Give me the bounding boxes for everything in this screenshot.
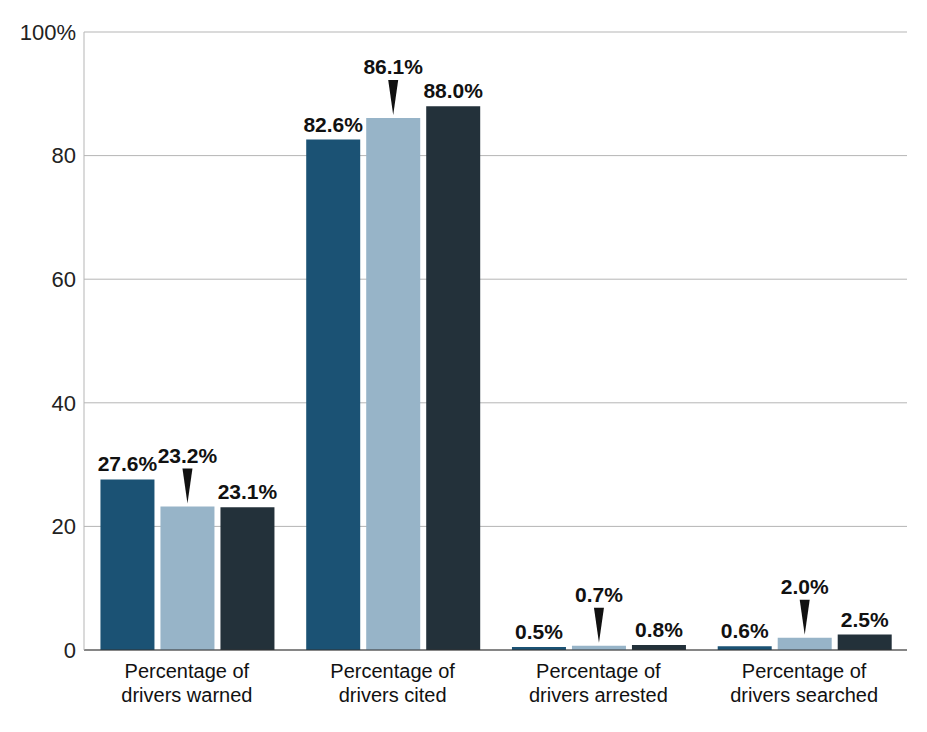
svg-text:Percentage ofdrivers arrested: Percentage ofdrivers arrested: [529, 660, 668, 706]
svg-text:Percentage ofdrivers cited: Percentage ofdrivers cited: [330, 660, 455, 706]
svg-text:60: 60: [52, 267, 76, 292]
svg-text:2.0%: 2.0%: [781, 575, 829, 598]
svg-text:100%: 100%: [20, 20, 76, 45]
svg-text:0.7%: 0.7%: [575, 583, 623, 606]
svg-text:0: 0: [64, 638, 76, 663]
svg-text:86.1%: 86.1%: [363, 55, 423, 78]
svg-text:23.1%: 23.1%: [218, 480, 278, 503]
svg-text:2.5%: 2.5%: [841, 608, 889, 631]
svg-text:88.0%: 88.0%: [423, 79, 483, 102]
svg-text:0.6%: 0.6%: [721, 619, 769, 642]
svg-text:Percentage ofdrivers searched: Percentage ofdrivers searched: [730, 660, 878, 706]
svg-text:0.8%: 0.8%: [635, 618, 683, 641]
svg-text:27.6%: 27.6%: [98, 452, 158, 475]
svg-text:40: 40: [52, 391, 76, 416]
svg-text:Percentage ofdrivers warned: Percentage ofdrivers warned: [121, 660, 252, 706]
svg-text:20: 20: [52, 514, 76, 539]
svg-text:23.2%: 23.2%: [158, 444, 218, 467]
svg-text:82.6%: 82.6%: [303, 113, 363, 136]
svg-text:80: 80: [52, 143, 76, 168]
svg-text:0.5%: 0.5%: [515, 620, 563, 643]
